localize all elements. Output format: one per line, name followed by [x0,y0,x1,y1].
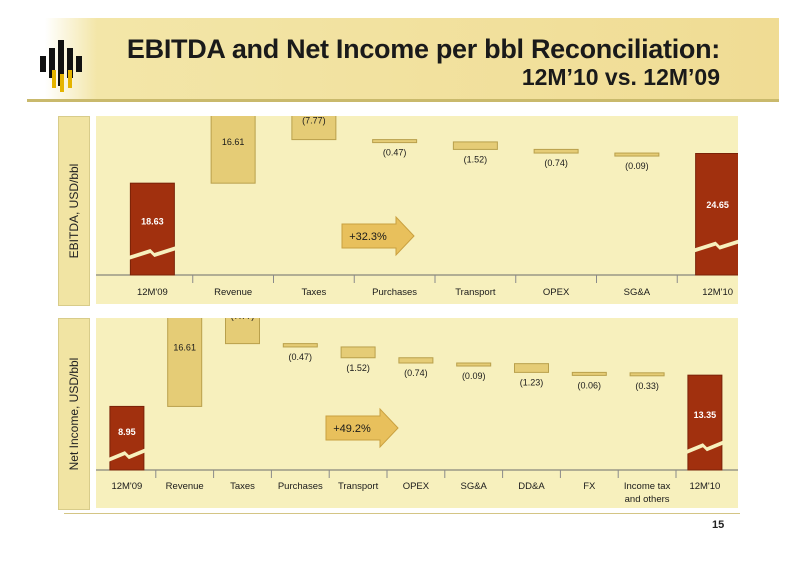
step-bar [452,141,498,150]
category-label: DD&A [518,481,545,492]
bar-value-label: (0.47) [383,148,407,158]
bar-value-label: (0.06) [578,380,602,390]
category-label: Transport [338,481,379,492]
bar-value-label: (0.09) [625,161,649,171]
step-bar [340,346,376,359]
header-bar [27,18,779,100]
growth-arrow [325,407,399,449]
total-bar [687,374,723,471]
bar-value-label: 8.95 [118,427,136,437]
bar-value-label: 18.63 [141,216,164,226]
category-label: 12M'10 [689,481,720,492]
category-label: Purchases [372,287,417,298]
category-label: OPEX [543,287,570,298]
step-bar [629,372,665,377]
category-label: Taxes [230,481,255,492]
total-bar [129,182,175,276]
bar-value-label: (1.52) [464,154,488,164]
category-label: and others [625,494,670,505]
bar-value-label: (0.47) [289,352,313,362]
bar-value-label: (7.77) [231,318,255,321]
bar-value-label: (0.74) [544,158,568,168]
ebitda-axis-label-box: EBITDA, USD/bbl [58,116,90,306]
bar-value-label: (0.74) [404,368,428,378]
category-label: Purchases [278,481,323,492]
growth-arrow-label: +32.3% [349,231,387,243]
step-bar [614,152,660,157]
axis-break-mark [107,448,146,463]
category-label: 12M'09 [111,481,142,492]
category-label: Revenue [214,287,252,298]
step-bar [533,148,579,154]
category-label: Revenue [166,481,204,492]
footer-divider [64,513,740,514]
total-bar [109,405,145,471]
bar-value-label: 24.65 [706,200,729,210]
step-bar [372,139,418,144]
step-bar [225,318,260,345]
page-subtitle: 12M’10 vs. 12M’09 [521,64,720,90]
step-bar [291,116,337,141]
ebitda-chart: 18.63 12M'09 16.61 Revenue (7.77) Taxes (0.47)… [96,116,738,298]
step-bar [514,363,549,373]
bar-value-label: (1.23) [520,377,544,387]
ebitda-axis-label: EBITDA, USD/bbl [67,163,81,259]
category-label: Taxes [301,287,326,298]
axis-break-mark [685,440,724,455]
category-label: SG&A [460,481,487,492]
net-income-chart: 8.95 12M'09 16.61 Revenue (7.77) Taxes (0.47) P… [96,318,738,505]
page-title: EBITDA and Net Income per bbl Reconcilia… [126,34,720,64]
category-label: OPEX [403,481,430,492]
company-logo [40,40,82,92]
header-divider [27,99,779,102]
category-label: 12M'10 [702,287,733,298]
bar-value-label: (7.77) [302,116,326,125]
axis-break-mark [693,239,738,253]
net-income-panel [96,318,738,508]
step-bar [167,318,203,407]
net-income-axis-label: Net Income, USD/bbl [67,357,81,471]
step-bar [456,362,492,367]
ebitda-panel [96,116,738,304]
step-bar [398,357,434,364]
page-number: 15 [712,519,725,531]
net-income-axis-label-box: Net Income, USD/bbl [58,318,90,510]
axis-break-mark [128,246,177,261]
bar-value-label: (0.09) [462,371,486,381]
category-label: Transport [455,287,496,298]
bar-value-label: (0.33) [635,381,659,391]
category-label: SG&A [624,287,651,298]
bar-value-label: 16.61 [222,137,245,147]
step-bar [571,371,607,376]
category-label: Income tax [624,481,671,492]
category-label: 12M'09 [137,287,168,298]
step-bar [210,116,256,184]
bar-value-label: 13.35 [694,410,717,420]
growth-arrow [341,215,415,257]
category-label: FX [583,481,596,492]
bar-value-label: 16.61 [173,342,196,352]
total-bar [695,153,738,276]
bar-value-label: (1.52) [346,363,370,373]
growth-arrow-label: +49.2% [333,423,371,435]
step-bar [282,343,318,348]
